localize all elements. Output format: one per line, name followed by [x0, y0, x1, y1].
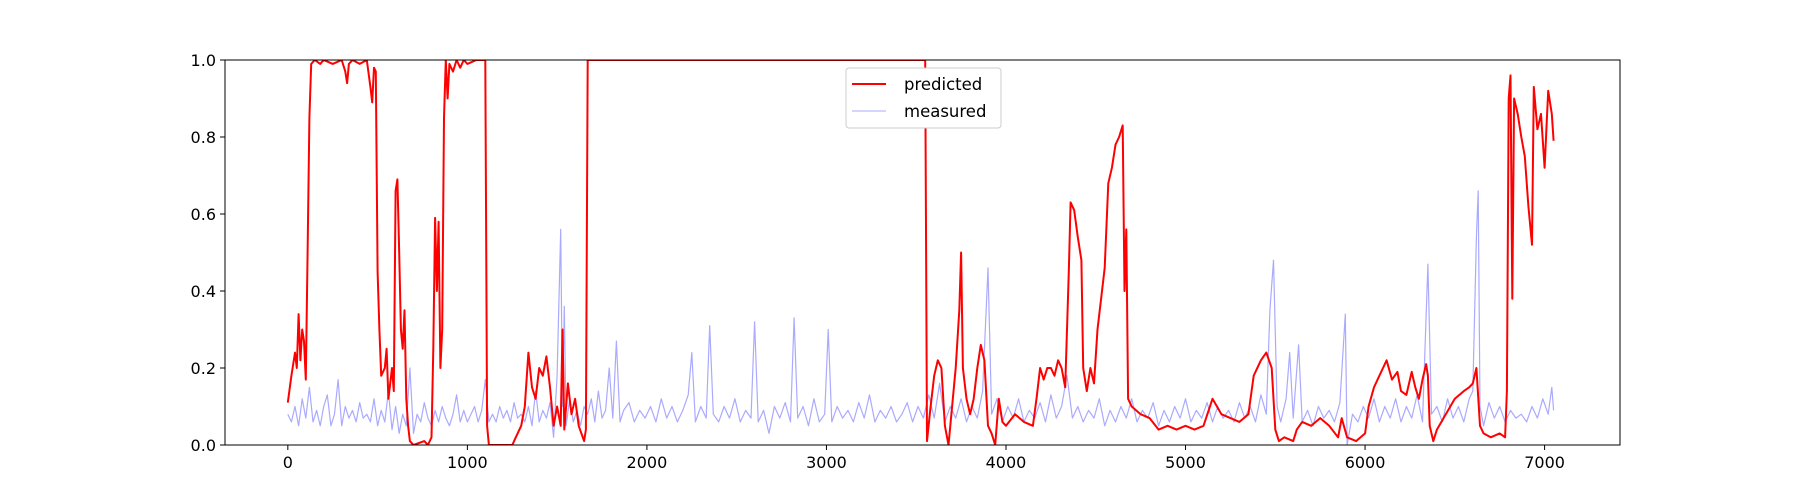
y-tick-label: 1.0	[191, 51, 216, 70]
x-tick-label: 3000	[806, 453, 847, 472]
x-tick-label: 4000	[986, 453, 1027, 472]
x-tick-label: 2000	[627, 453, 668, 472]
series-line-predicted	[286, 60, 1555, 445]
x-tick-label: 1000	[447, 453, 488, 472]
y-tick-label: 0.2	[191, 359, 216, 378]
x-tick-label: 6000	[1345, 453, 1386, 472]
legend-label-measured: measured	[904, 102, 986, 121]
y-tick-label: 0.6	[191, 205, 216, 224]
x-tick-label: 5000	[1165, 453, 1206, 472]
y-tick-label: 0.0	[191, 436, 216, 455]
x-axis: 0 1000 2000 3000 4000 5000 6000 7000	[283, 445, 1565, 472]
legend-label-predicted: predicted	[904, 75, 982, 94]
plot-area	[224, 59, 1621, 446]
x-tick-label: 7000	[1524, 453, 1565, 472]
y-tick-label: 0.4	[191, 282, 216, 301]
y-tick-label: 0.8	[191, 128, 216, 147]
plot-frame	[224, 59, 1621, 446]
y-axis: 0.0 0.2 0.4 0.6 0.8 1.0	[191, 51, 225, 455]
x-tick-label: 0	[283, 453, 293, 472]
series-layer	[286, 60, 1555, 445]
series-line-measured	[287, 190, 1555, 445]
legend: predicted measured	[845, 67, 1002, 129]
